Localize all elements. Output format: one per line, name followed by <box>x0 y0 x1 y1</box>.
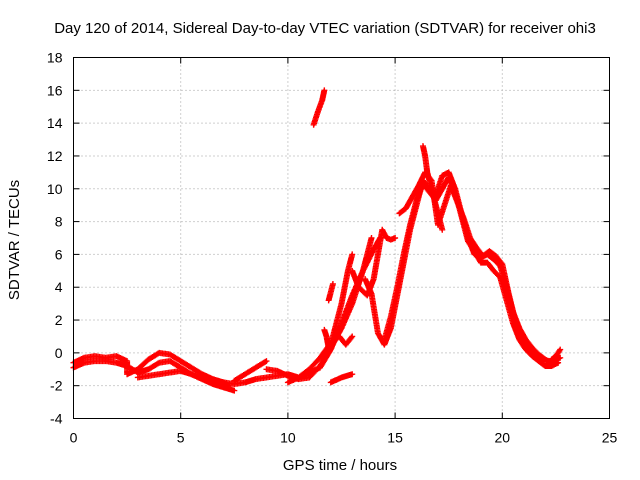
y-tick-label: 2 <box>55 312 63 328</box>
data-series-track-3 <box>134 367 238 394</box>
data-series-track-10 <box>321 251 356 351</box>
data-series-track-13 <box>362 169 562 366</box>
x-tick-label: 5 <box>177 430 185 446</box>
data-point-markers <box>134 367 238 394</box>
y-axis-label: SDTVAR / TECUs <box>6 180 23 300</box>
axis-ticks: 0 5 10 15 20 25 -4 -2 0 2 4 6 8 10 12 14 16 18 <box>47 50 618 446</box>
y-tick-label: 16 <box>47 82 63 98</box>
data-point-markers <box>231 358 270 384</box>
data-series-track-9 <box>310 87 328 128</box>
chart-title: Day 120 of 2014, Sidereal Day-to-day VTE… <box>54 20 596 37</box>
data-series-track-15 <box>396 169 564 365</box>
data-point-markers <box>310 87 328 128</box>
data-series-track-4 <box>220 235 384 388</box>
y-tick-label: 14 <box>47 115 63 131</box>
y-tick-label: 10 <box>47 181 63 197</box>
data-series-track-17 <box>548 346 564 363</box>
data-layer <box>70 87 564 394</box>
y-tick-label: -4 <box>50 411 63 427</box>
x-tick-label: 0 <box>70 430 78 446</box>
data-point-markers <box>325 280 336 304</box>
x-tick-label: 20 <box>495 430 511 446</box>
data-point-markers <box>362 169 562 366</box>
data-series-track-5 <box>231 358 270 384</box>
x-axis-label: GPS time / hours <box>283 457 397 474</box>
data-point-markers <box>321 251 356 351</box>
data-point-markers <box>220 235 384 388</box>
data-point-markers <box>419 143 446 233</box>
y-tick-label: -2 <box>50 378 63 394</box>
data-point-markers <box>396 169 564 365</box>
y-tick-label: 0 <box>55 345 63 361</box>
data-series-track-16 <box>419 143 446 233</box>
x-tick-label: 10 <box>280 430 296 446</box>
data-point-markers <box>327 371 356 386</box>
data-series-track-11 <box>325 280 336 304</box>
y-tick-label: 4 <box>55 279 63 295</box>
x-tick-label: 25 <box>602 430 618 446</box>
x-tick-label: 15 <box>387 430 403 446</box>
data-series-track-8 <box>327 371 356 386</box>
data-point-markers <box>548 346 564 363</box>
y-tick-label: 12 <box>47 148 63 164</box>
y-tick-label: 6 <box>55 246 63 262</box>
y-tick-label: 8 <box>55 214 63 230</box>
y-tick-label: 18 <box>47 50 63 66</box>
plot-frame <box>73 57 610 419</box>
